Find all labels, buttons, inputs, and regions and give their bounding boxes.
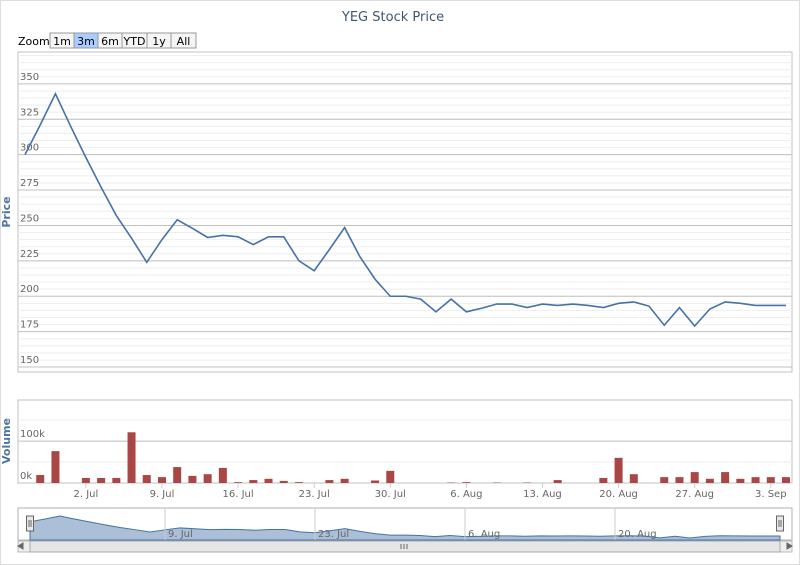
volume-bar (249, 480, 258, 483)
volume-bar (614, 457, 623, 483)
volume-bar (736, 478, 745, 483)
y-tick-label: 100k (20, 429, 45, 440)
x-tick-label: 2. Jul (73, 489, 98, 500)
navigator: 9. Jul 23. Jul 6. Aug 20. Aug (17, 507, 793, 541)
volume-bar (173, 467, 182, 483)
y-tick-label: 200 (20, 284, 39, 295)
volume-bar (629, 474, 638, 483)
volume-bar (599, 477, 608, 483)
navigator-handle-grip (778, 520, 782, 527)
volume-bar (142, 475, 151, 483)
volume-bar (51, 451, 60, 483)
navigator-handle[interactable] (776, 515, 784, 532)
range-button-label[interactable]: YTD (123, 35, 146, 48)
volume-bar (386, 470, 395, 483)
volume-bar (294, 482, 303, 483)
x-tick-label: 13. Aug (523, 489, 562, 500)
y-tick-label: 350 (20, 72, 39, 83)
volume-bar (36, 475, 45, 483)
navigator-tick-label: 23. Jul (318, 529, 349, 540)
volume-bar (553, 480, 562, 483)
volume-bar (751, 477, 760, 483)
volume-bar (157, 477, 166, 483)
plots: 150 175 200 225 250 275 300 325 350 0k 100k 2. Jul 9… (17, 51, 793, 500)
y-axis-title: Price (0, 196, 13, 227)
range-button[interactable]: YTD (121, 32, 148, 49)
volume-bar (675, 477, 684, 483)
scrollbar-grip (17, 542, 793, 550)
volume-bar (690, 472, 699, 483)
volume-bar (97, 477, 106, 483)
x-tick-label: 16. Jul (223, 489, 254, 500)
y-tick-label: 325 (20, 107, 39, 118)
navigator-tick-label: 9. Jul (168, 529, 193, 540)
navigator-handle-grip (28, 520, 32, 527)
y-tick-label: 175 (20, 320, 39, 331)
volume-bar (340, 478, 349, 483)
chart-title: YEG Stock Price (341, 10, 444, 25)
navigator-tick-label: 6. Aug (468, 529, 500, 540)
range-button[interactable]: 1y (146, 32, 172, 49)
y-tick-label: 0k (20, 471, 32, 482)
volume-bar (782, 477, 790, 483)
volume-bar (188, 475, 197, 483)
volume-bar (766, 477, 775, 483)
range-button[interactable]: 6m (97, 32, 123, 49)
range-button-label[interactable]: 3m (77, 35, 95, 48)
volume-bar (705, 478, 714, 483)
range-button[interactable]: All (170, 32, 197, 49)
y-tick-label: 300 (20, 143, 39, 154)
x-tick-label: 20. Aug (599, 489, 638, 500)
navigator-area (29, 515, 781, 541)
volume-bar (127, 432, 136, 483)
volume-bar (112, 477, 121, 483)
volume-bar (234, 482, 243, 483)
y-axis-title: Volume (0, 418, 13, 464)
volume-bar (81, 477, 90, 483)
y-tick-label: 250 (20, 213, 39, 224)
volume-bar (264, 478, 273, 483)
range-button-label[interactable]: 6m (101, 35, 119, 48)
x-tick-label: 9. Jul (150, 489, 175, 500)
volume-bar (203, 474, 212, 483)
y-tick-label: 275 (20, 178, 39, 189)
plot-area (17, 51, 793, 373)
range-buttons: 1m 3m 6m YTD 1y All (49, 32, 197, 49)
x-tick-label: 3. Sep (755, 489, 787, 500)
x-tick-label: 23. Jul (299, 489, 330, 500)
volume-bar (721, 472, 730, 483)
range-button[interactable]: 1m (49, 32, 75, 49)
price-line (24, 91, 786, 328)
volume-bar (660, 477, 669, 483)
x-tick-label: 6. Aug (450, 489, 482, 500)
volume-bar (279, 480, 288, 483)
x-tick-label: 30. Jul (375, 489, 406, 500)
volume-bar (371, 480, 380, 483)
range-button-bg[interactable] (170, 32, 197, 49)
y-tick-label: 225 (20, 249, 39, 260)
navigator-tick-label: 20. Aug (618, 529, 657, 540)
y-tick-label: 150 (20, 355, 39, 366)
volume-bar (218, 467, 227, 483)
range-button[interactable]: 3m (73, 32, 99, 49)
navigator-frame (17, 507, 793, 541)
range-button-label[interactable]: All (177, 35, 191, 48)
zoom-label: Zoom (18, 35, 50, 48)
volume-bar (325, 480, 334, 483)
x-tick-label: 27. Aug (675, 489, 714, 500)
scrollbar[interactable] (17, 540, 793, 553)
scrollbar-thumb[interactable] (29, 540, 781, 553)
volume-bar (462, 482, 471, 483)
range-button-label[interactable]: 1y (152, 35, 166, 48)
navigator-handle[interactable] (26, 515, 34, 532)
range-button-label[interactable]: 1m (53, 35, 71, 48)
